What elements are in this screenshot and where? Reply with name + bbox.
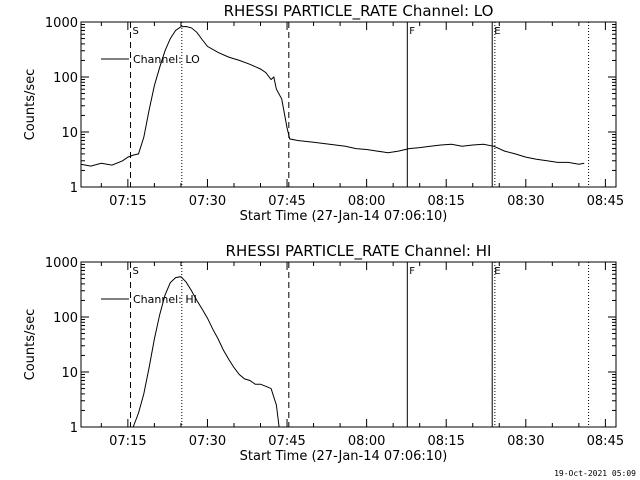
- x-tick-label: 08:15: [427, 434, 464, 449]
- event-marker-label: E: [494, 26, 500, 37]
- x-tick-label: 07:45: [268, 194, 305, 209]
- x-tick-label: 08:30: [507, 194, 544, 209]
- series-line: [80, 25, 585, 167]
- series-line: [132, 276, 280, 428]
- y-tick-label: 1000: [45, 16, 78, 31]
- x-tick-label: 08:30: [507, 434, 544, 449]
- event-marker-label: S: [133, 26, 139, 37]
- event-marker-label: E: [494, 266, 500, 277]
- footer-timestamp: 19-Oct-2021 05:09: [554, 469, 636, 478]
- y-tick-label: 1: [70, 181, 78, 196]
- y-tick-label: 100: [53, 71, 78, 86]
- event-marker-label: F: [409, 266, 415, 277]
- x-tick-label: 08:00: [348, 434, 385, 449]
- x-tick-label: 08:00: [348, 194, 385, 209]
- y-tick-label: 10: [61, 126, 78, 141]
- plot-frame: [80, 261, 617, 428]
- legend-label: Channel: HI: [133, 293, 197, 306]
- y-axis-label: Counts/sec: [23, 69, 38, 141]
- chart-panel-2: RHESSI PARTICLE_RATE Channel: HI 1 10 100 10…: [23, 242, 624, 464]
- x-tick-label: 07:15: [109, 194, 146, 209]
- y-axis-label: Counts/sec: [23, 309, 38, 381]
- legend-label: Channel: LO: [133, 53, 200, 66]
- x-tick-label: 07:15: [109, 434, 146, 449]
- x-tick-label: 08:45: [587, 194, 624, 209]
- x-tick-label: 07:30: [189, 434, 226, 449]
- chart-title: RHESSI PARTICLE_RATE Channel: HI: [226, 242, 492, 261]
- chart-panel-1: RHESSI PARTICLE_RATE Channel: LO 1 10 100 10…: [23, 2, 624, 224]
- y-tick-label: 1000: [45, 256, 78, 271]
- y-tick-label: 1: [70, 421, 78, 436]
- x-tick-label: 07:45: [268, 434, 305, 449]
- event-marker-label: S: [133, 266, 139, 277]
- chart-title: RHESSI PARTICLE_RATE Channel: LO: [224, 2, 494, 21]
- event-marker-label: F: [409, 26, 415, 37]
- y-tick-label: 10: [61, 366, 78, 381]
- plot-frame: [80, 21, 617, 188]
- y-tick-label: 100: [53, 311, 78, 326]
- x-tick-label: 08:45: [587, 434, 624, 449]
- x-axis-label: Start Time (27-Jan-14 07:06:10): [240, 449, 448, 464]
- x-tick-label: 07:30: [189, 194, 226, 209]
- x-tick-label: 08:15: [427, 194, 464, 209]
- x-axis-label: Start Time (27-Jan-14 07:06:10): [240, 209, 448, 224]
